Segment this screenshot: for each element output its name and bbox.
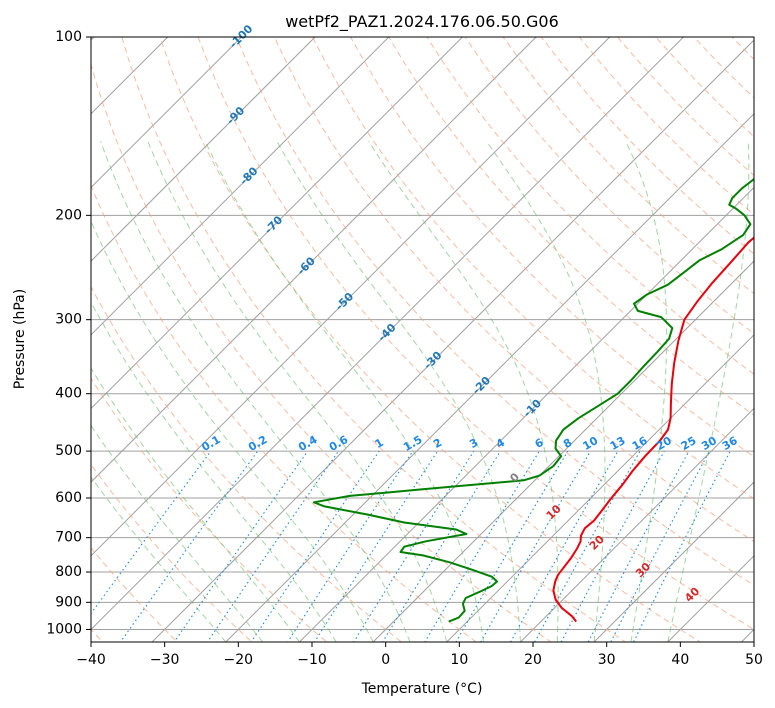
isotherm--60 bbox=[91, 37, 537, 483]
dry-adiabat bbox=[91, 184, 477, 642]
isotherm--100 bbox=[91, 37, 243, 189]
plot-frame bbox=[90, 36, 755, 643]
moist-adiabat bbox=[100, 141, 411, 642]
chart-title: wetPf2_PAZ1.2024.176.06.50.G06 bbox=[285, 12, 559, 32]
dry-adiabat bbox=[350, 37, 754, 458]
isotherm-0 bbox=[372, 260, 754, 642]
moist-adiabat bbox=[667, 141, 750, 642]
x-tick-label: 40 bbox=[671, 652, 689, 668]
mixing-ratio-line bbox=[424, 450, 540, 642]
dry-adiabat bbox=[159, 37, 702, 642]
mixing-ratio-line bbox=[560, 450, 665, 642]
isotherm--50 bbox=[91, 37, 611, 557]
dry-adiabat bbox=[121, 37, 627, 642]
moist-adiabat bbox=[91, 424, 263, 642]
isotherm-30 bbox=[593, 481, 754, 642]
mixing-ratio-line bbox=[632, 450, 731, 642]
x-tick-label: 20 bbox=[524, 652, 542, 668]
y-tick-label: 700 bbox=[55, 530, 82, 546]
mixing-ratio-line bbox=[173, 450, 309, 642]
y-tick-label: 800 bbox=[55, 564, 82, 580]
dry-adiabat bbox=[273, 37, 754, 543]
moist-adiabat bbox=[625, 141, 668, 642]
dewpoint-line bbox=[312, 177, 754, 623]
mixing-ratio-line bbox=[313, 450, 439, 642]
mixing-ratio-line bbox=[206, 450, 339, 642]
mixing-ratio-line bbox=[509, 450, 619, 642]
background-lines bbox=[91, 37, 754, 642]
y-tick-label: 600 bbox=[55, 490, 82, 506]
dry-adiabat bbox=[197, 37, 754, 630]
dry-adiabat bbox=[464, 37, 754, 335]
isotherm--30 bbox=[151, 39, 754, 642]
moist-adiabat bbox=[91, 367, 300, 642]
dry-adiabat bbox=[502, 37, 754, 295]
x-tick-label: −20 bbox=[224, 652, 254, 668]
x-tick-label: 10 bbox=[450, 652, 468, 668]
dry-adiabat bbox=[311, 37, 754, 500]
x-tick-label: −40 bbox=[76, 652, 106, 668]
x-axis-label: Temperature (°C) bbox=[361, 681, 483, 697]
axes: −40 −30 −20 −10 0 10 20 30 40 50 100 200 300 400 500 60… bbox=[46, 29, 763, 668]
x-tick-label: −30 bbox=[150, 652, 180, 668]
moist-adiabat bbox=[147, 141, 448, 642]
isotherm-10 bbox=[446, 334, 754, 642]
mixing-ratio-line bbox=[587, 450, 690, 642]
isotherm--80 bbox=[91, 37, 390, 336]
y-tick-label: 200 bbox=[55, 207, 82, 223]
moist-adiabat bbox=[486, 141, 606, 642]
dry-adiabat bbox=[91, 463, 253, 642]
y-tick-label: 300 bbox=[55, 312, 82, 328]
isotherm-20 bbox=[519, 407, 754, 642]
mixing-ratio-line bbox=[480, 450, 592, 642]
isotherm--20 bbox=[225, 113, 754, 642]
profile-lines bbox=[312, 177, 754, 623]
mixing-ratio-line bbox=[381, 450, 501, 642]
y-tick-label: 1000 bbox=[46, 621, 82, 637]
x-tick-label: −10 bbox=[297, 652, 327, 668]
isotherm--10 bbox=[298, 186, 754, 642]
y-tick-label: 400 bbox=[55, 386, 82, 402]
y-axis-label: Pressure (hPa) bbox=[12, 289, 28, 389]
x-tick-label: 0 bbox=[381, 652, 390, 668]
dry-adiabat bbox=[91, 547, 179, 642]
isotherm--40 bbox=[91, 37, 685, 631]
mixing-ratio-line bbox=[534, 450, 641, 642]
moist-adiabat bbox=[368, 141, 559, 642]
moist-adiabat bbox=[276, 141, 521, 642]
dry-adiabat bbox=[91, 62, 552, 642]
x-tick-label: 30 bbox=[598, 652, 616, 668]
x-tick-label: 50 bbox=[745, 652, 763, 668]
isotherm--90 bbox=[91, 37, 316, 262]
y-tick-label: 500 bbox=[55, 443, 82, 459]
mixing-ratio-line bbox=[455, 450, 569, 642]
moist-adiabat bbox=[204, 141, 485, 642]
moist-adiabat bbox=[91, 476, 227, 642]
temperature-line bbox=[552, 236, 754, 623]
dry-adiabat bbox=[235, 37, 754, 586]
mixing-ratio-line bbox=[610, 450, 710, 642]
y-tick-label: 900 bbox=[55, 594, 82, 610]
moist-adiabat bbox=[91, 301, 337, 642]
plot-area bbox=[91, 37, 754, 642]
dry-adiabat bbox=[91, 377, 328, 642]
y-tick-label: 100 bbox=[55, 29, 82, 45]
isotherm--70 bbox=[91, 37, 464, 410]
